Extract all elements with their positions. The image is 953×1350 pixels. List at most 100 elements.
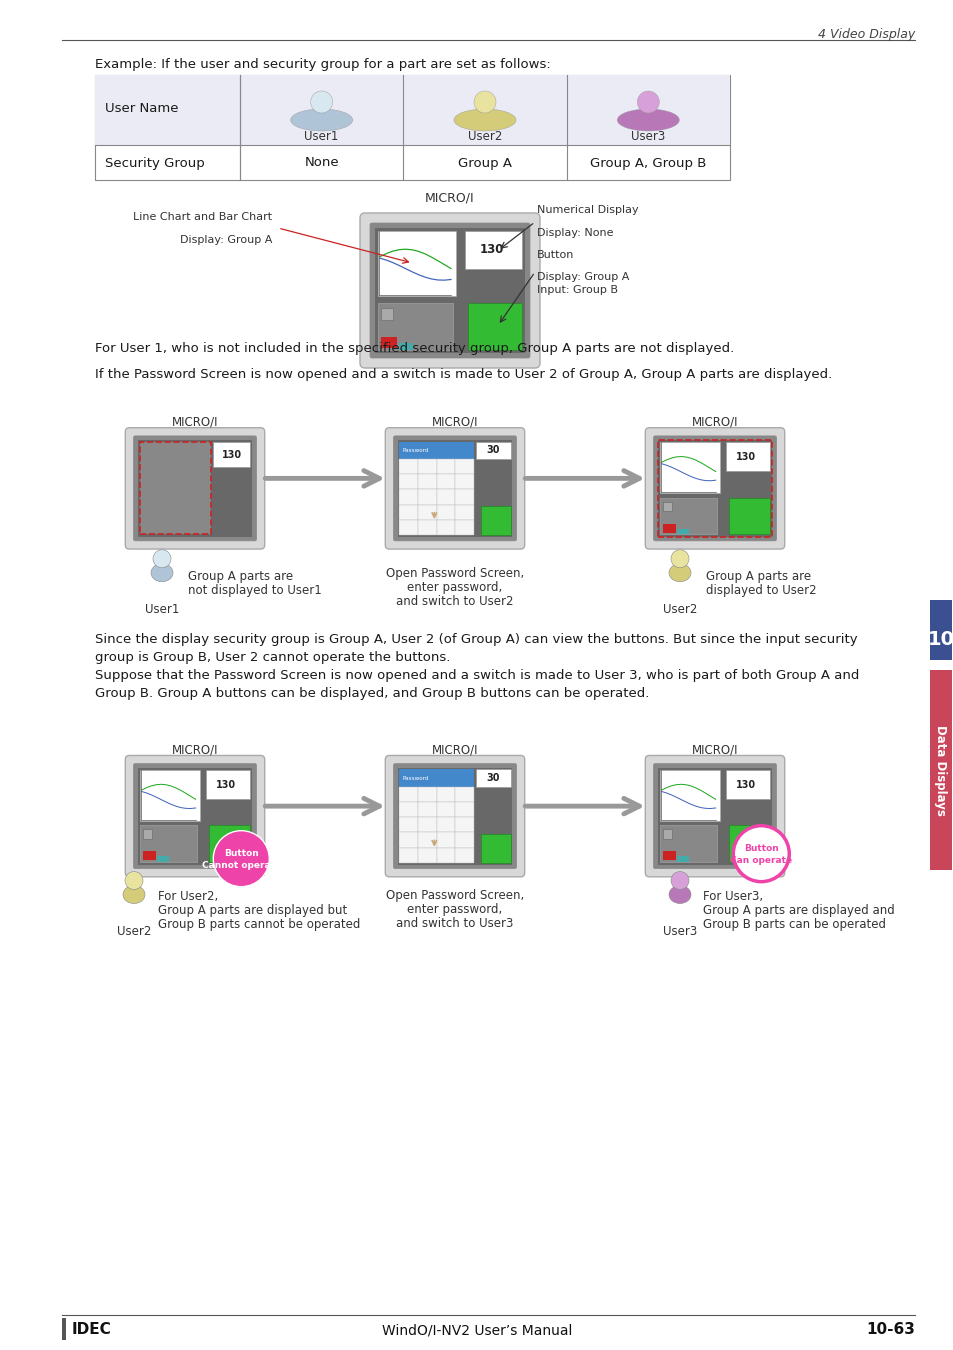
Bar <box>417 505 436 520</box>
Text: MICRO/I: MICRO/I <box>172 416 218 428</box>
FancyBboxPatch shape <box>393 764 516 868</box>
Bar <box>398 787 417 802</box>
Text: Group B parts can be operated: Group B parts can be operated <box>702 918 885 930</box>
Text: Cannot operate: Cannot operate <box>201 861 280 871</box>
Bar <box>417 848 436 863</box>
Text: group is Group B, User 2 cannot operate the buttons.: group is Group B, User 2 cannot operate … <box>95 651 450 664</box>
Text: Group B parts cannot be operated: Group B parts cannot be operated <box>158 918 360 930</box>
Bar <box>476 769 510 787</box>
Text: 10-63: 10-63 <box>865 1323 914 1338</box>
Bar <box>398 441 474 459</box>
Text: User1: User1 <box>145 602 179 616</box>
Text: For User3,: For User3, <box>702 890 762 903</box>
Bar <box>398 817 417 833</box>
FancyBboxPatch shape <box>125 756 264 876</box>
Bar <box>436 520 455 535</box>
Bar <box>455 505 474 520</box>
Text: User Name: User Name <box>105 103 178 116</box>
FancyBboxPatch shape <box>370 223 530 358</box>
Text: User2: User2 <box>662 602 697 616</box>
Bar <box>480 506 510 535</box>
Bar <box>436 505 455 520</box>
Ellipse shape <box>617 109 679 131</box>
Bar <box>62 1318 66 1341</box>
Ellipse shape <box>151 564 172 582</box>
Text: Suppose that the Password Screen is now opened and a switch is made to User 3, w: Suppose that the Password Screen is now … <box>95 668 859 682</box>
FancyBboxPatch shape <box>385 428 524 549</box>
Bar <box>95 76 729 144</box>
Bar <box>661 502 672 512</box>
Bar <box>398 802 417 817</box>
Text: MICRO/I: MICRO/I <box>691 416 738 428</box>
Bar <box>661 524 675 533</box>
Text: 130: 130 <box>221 450 241 459</box>
Bar <box>142 829 152 840</box>
Bar <box>455 474 474 490</box>
Text: not displayed to User1: not displayed to User1 <box>188 583 321 597</box>
Bar <box>417 817 436 833</box>
Bar <box>398 520 417 535</box>
Bar <box>137 440 253 537</box>
Text: WindO/I-NV2 User’s Manual: WindO/I-NV2 User’s Manual <box>381 1323 572 1336</box>
Circle shape <box>637 90 659 113</box>
Text: Display: None: Display: None <box>537 228 613 238</box>
Bar <box>417 787 436 802</box>
Text: For User 1, who is not included in the specified security group, Group A parts a: For User 1, who is not included in the s… <box>95 342 734 355</box>
Bar <box>398 769 474 787</box>
FancyBboxPatch shape <box>359 213 539 369</box>
Bar <box>417 802 436 817</box>
Text: 130: 130 <box>736 780 756 790</box>
Text: User2: User2 <box>467 131 501 143</box>
Bar <box>417 833 436 848</box>
Bar <box>661 852 675 860</box>
Text: MICRO/I: MICRO/I <box>432 416 477 428</box>
Ellipse shape <box>668 886 690 903</box>
Text: Group A, Group B: Group A, Group B <box>590 157 706 170</box>
Bar <box>659 498 717 535</box>
FancyBboxPatch shape <box>385 756 524 876</box>
Bar <box>436 787 455 802</box>
Circle shape <box>311 90 333 113</box>
Bar <box>417 459 436 474</box>
Ellipse shape <box>454 109 516 131</box>
Bar <box>436 474 455 490</box>
Circle shape <box>474 90 496 113</box>
Text: Since the display security group is Group A, User 2 (of Group A) can view the bu: Since the display security group is Grou… <box>95 633 857 645</box>
Bar <box>397 440 512 537</box>
FancyBboxPatch shape <box>133 764 256 868</box>
Bar <box>455 802 474 817</box>
Text: For User2,: For User2, <box>158 890 218 903</box>
Bar <box>436 848 455 863</box>
Bar <box>455 490 474 505</box>
Bar <box>725 443 769 471</box>
Bar <box>728 498 769 535</box>
Bar <box>455 817 474 833</box>
Text: MICRO/I: MICRO/I <box>432 744 477 756</box>
Bar <box>397 768 512 864</box>
Text: Data Displays: Data Displays <box>934 725 946 815</box>
Text: User1: User1 <box>304 131 338 143</box>
Bar <box>417 490 436 505</box>
Bar <box>455 459 474 474</box>
Bar <box>468 302 521 350</box>
Bar <box>677 856 688 863</box>
Text: If the Password Screen is now opened and a switch is made to User 2 of Group A, : If the Password Screen is now opened and… <box>95 369 831 381</box>
Bar <box>206 771 250 799</box>
Text: Display: Group A: Display: Group A <box>537 271 629 282</box>
Bar <box>417 474 436 490</box>
Text: Button: Button <box>224 849 258 859</box>
Text: and switch to User2: and switch to User2 <box>395 595 514 608</box>
Text: 10: 10 <box>926 630 953 649</box>
Bar <box>929 599 951 660</box>
FancyBboxPatch shape <box>125 428 264 549</box>
Text: Group A parts are displayed and: Group A parts are displayed and <box>702 903 894 917</box>
Text: Button: Button <box>537 250 574 261</box>
Text: Group B. Group A buttons can be displayed, and Group B buttons can be operated.: Group B. Group A buttons can be displaye… <box>95 687 649 699</box>
Bar <box>380 308 393 320</box>
FancyBboxPatch shape <box>653 764 776 868</box>
Text: Security Group: Security Group <box>105 157 205 170</box>
Text: User3: User3 <box>631 131 665 143</box>
Bar <box>455 520 474 535</box>
Text: Numerical Display: Numerical Display <box>537 205 638 215</box>
Bar <box>398 459 417 474</box>
